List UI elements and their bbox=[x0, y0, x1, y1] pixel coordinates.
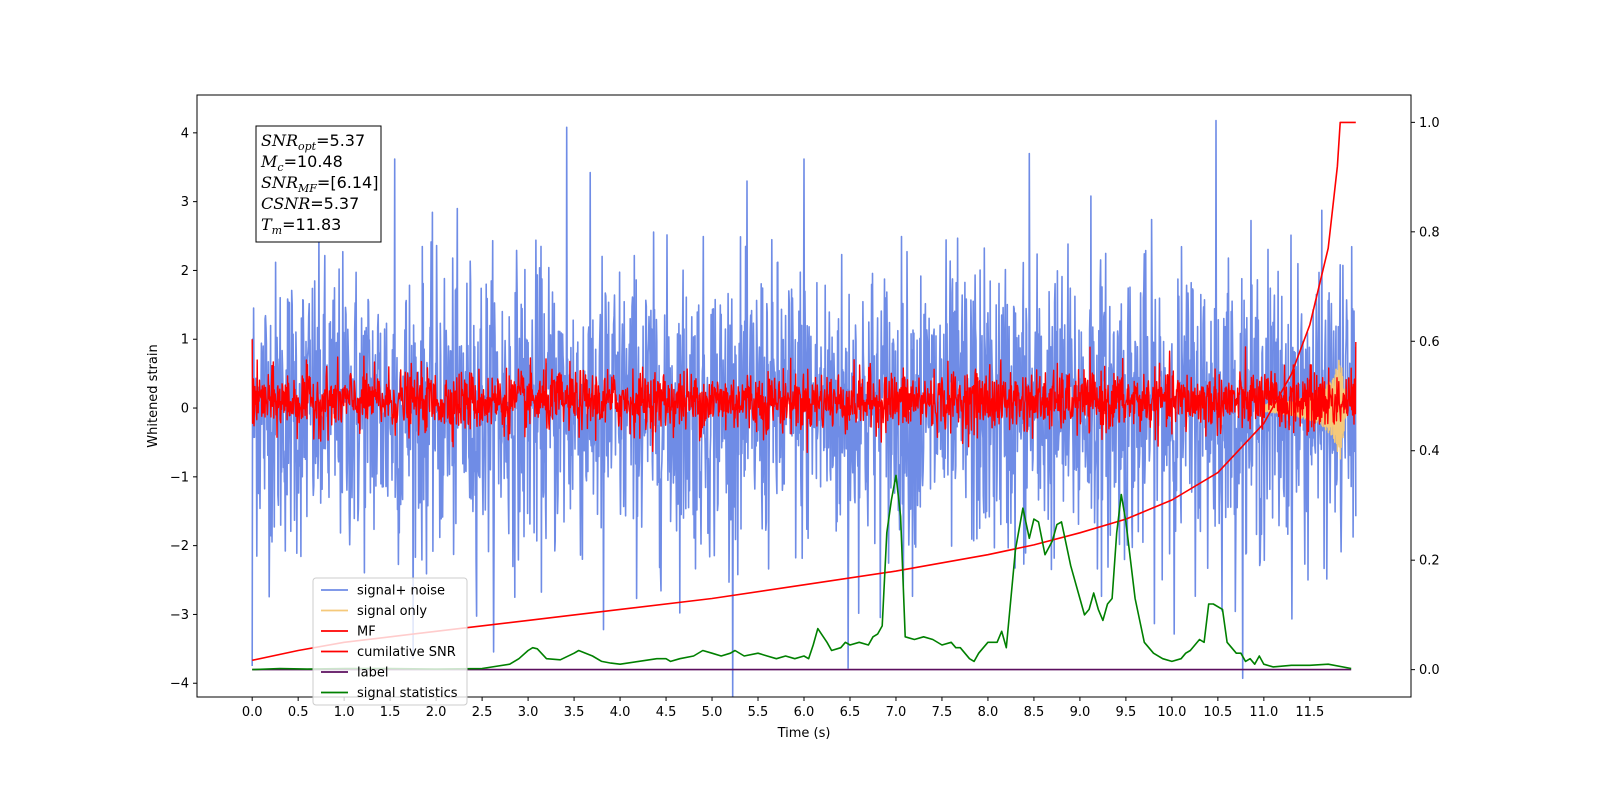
x-tick-label: 11.5 bbox=[1295, 705, 1324, 720]
x-tick-label: 6.5 bbox=[840, 705, 861, 720]
annotation-box: SNRopt=5.37Mc=10.48SNRMF=[6.14]CSNR=5.37… bbox=[255, 125, 382, 243]
x-tick-label: 1.0 bbox=[334, 705, 355, 720]
x-tick-label: 0.0 bbox=[242, 705, 263, 720]
x-axis-title: Time (s) bbox=[777, 726, 831, 741]
y-axis-title: Whitened strain bbox=[146, 344, 161, 447]
annotation-line: SNRMF=[6.14] bbox=[261, 173, 378, 195]
x-tick-label: 1.5 bbox=[380, 705, 401, 720]
y2-tick-label: 0.2 bbox=[1419, 554, 1440, 569]
legend-label: signal+ noise bbox=[357, 584, 445, 599]
x-tick-label: 0.5 bbox=[288, 705, 309, 720]
x-tick-label: 5.0 bbox=[702, 705, 723, 720]
y-tick-label: 1 bbox=[181, 333, 189, 348]
legend-label: signal statistics bbox=[357, 686, 458, 701]
annotation-line: SNRopt=5.37 bbox=[261, 131, 365, 153]
annotation-line: Mc=10.48 bbox=[260, 152, 343, 174]
x-tick-label: 4.0 bbox=[610, 705, 631, 720]
legend-label: MF bbox=[357, 625, 376, 640]
x-tick-label: 10.0 bbox=[1157, 705, 1186, 720]
y-tick-label: −1 bbox=[170, 470, 189, 485]
x-tick-label: 7.0 bbox=[886, 705, 907, 720]
series-line-cumilative-snr bbox=[252, 121, 1356, 662]
x-tick-label: 8.5 bbox=[1024, 705, 1045, 720]
legend-label: label bbox=[357, 666, 388, 681]
y2-tick-label: 0.0 bbox=[1419, 663, 1440, 678]
y-tick-label: 2 bbox=[181, 264, 189, 279]
legend-frame bbox=[312, 577, 468, 706]
series-line-signal-statistics bbox=[252, 474, 1352, 671]
x-tick-label: 2.0 bbox=[426, 705, 447, 720]
legend-label: signal only bbox=[357, 604, 427, 619]
y-axis-left: −4 −3 −2 −1 0 1 2 3 4 bbox=[170, 126, 197, 692]
y-tick-label: −3 bbox=[170, 608, 189, 623]
y2-tick-label: 0.8 bbox=[1419, 225, 1440, 240]
x-tick-label: 3.0 bbox=[518, 705, 539, 720]
annotation-line: Tm=11.83 bbox=[261, 215, 341, 237]
legend: signal+ noise signal only MF cumilative SNR… bbox=[312, 577, 468, 706]
legend-label: cumilative SNR bbox=[357, 645, 456, 660]
x-tick-label: 6.0 bbox=[794, 705, 815, 720]
x-tick-label: 9.0 bbox=[1070, 705, 1091, 720]
x-tick-label: 9.5 bbox=[1116, 705, 1137, 720]
y2-tick-label: 0.4 bbox=[1419, 444, 1440, 459]
series-line-mf bbox=[251, 339, 1357, 454]
x-tick-label: 10.5 bbox=[1203, 705, 1232, 720]
y-tick-label: −2 bbox=[170, 539, 189, 554]
x-tick-label: 2.5 bbox=[472, 705, 493, 720]
y-tick-label: 4 bbox=[181, 126, 189, 141]
annotation-line: CSNR=5.37 bbox=[261, 194, 359, 213]
y-tick-label: 0 bbox=[181, 402, 189, 417]
x-tick-label: 5.5 bbox=[748, 705, 769, 720]
y-axis-right: 0.0 0.2 0.4 0.6 0.8 1.0 bbox=[1411, 116, 1440, 678]
y2-tick-label: 0.6 bbox=[1419, 335, 1440, 350]
series-line-signal-noise bbox=[251, 119, 1357, 697]
y-tick-label: −4 bbox=[170, 677, 189, 692]
x-axis: 0.0 0.5 1.0 1.5 2.0 2.5 3.0 3.5 4.0 4.5 5.0 5.5 6.0 6… bbox=[242, 697, 1324, 720]
x-tick-label: 11.0 bbox=[1249, 705, 1278, 720]
x-tick-label: 7.5 bbox=[932, 705, 953, 720]
y-tick-label: 3 bbox=[181, 195, 189, 210]
x-tick-label: 4.5 bbox=[656, 705, 677, 720]
x-tick-label: 8.0 bbox=[978, 705, 999, 720]
y2-tick-label: 1.0 bbox=[1419, 116, 1440, 131]
annotation-frame bbox=[255, 125, 382, 243]
x-tick-label: 3.5 bbox=[564, 705, 585, 720]
